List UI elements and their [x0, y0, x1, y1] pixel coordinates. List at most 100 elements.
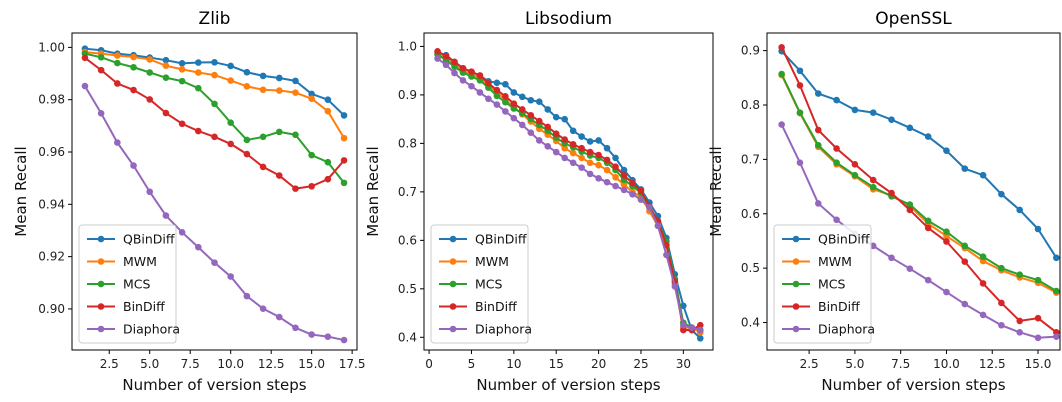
openssl-series-mcs-point [1053, 287, 1060, 295]
libsodium-series-qbindiff-point [680, 302, 687, 310]
zlib-series-diaphora-point [178, 229, 186, 236]
libsodium-series-mwm-point [620, 181, 628, 188]
zlib-series-mcs-point [162, 74, 170, 82]
zlib-xtick-label: 17.5 [339, 357, 366, 371]
libsodium-series-mcs-point [510, 105, 518, 112]
libsodium-series-diaphora-point [459, 77, 467, 84]
libsodium-legend-mwm-label: MWM [475, 254, 509, 269]
zlib-series-bindiff-point [130, 86, 137, 94]
zlib-series-mcs-point [275, 128, 283, 136]
zlib-series-qbindiff-point [292, 77, 299, 85]
zlib-series-diaphora-point [130, 162, 137, 169]
zlib-series-bindiff-point [195, 127, 202, 135]
zlib-series-qbindiff-point [227, 62, 234, 70]
openssl-xtick-label: 12.5 [979, 357, 1006, 371]
openssl-series-diaphora-point [979, 311, 987, 319]
zlib-series-bindiff-point [259, 163, 267, 171]
openssl-series-diaphora-point [1016, 329, 1024, 336]
zlib-legend-bindiff-label: BinDiff [123, 299, 165, 314]
openssl-legend-mwm-label: MWM [818, 254, 852, 269]
zlib-series-diaphora-point [211, 259, 218, 266]
libsodium-series-diaphora-point [586, 170, 594, 178]
zlib-series-mwm-point [243, 83, 251, 90]
openssl-series-mcs-point [979, 253, 987, 261]
libsodium-series-bindiff-point [459, 64, 467, 72]
libsodium-series-qbindiff-point [519, 93, 526, 101]
libsodium-series-qbindiff-point [595, 137, 602, 144]
libsodium-series-qbindiff-point [561, 115, 568, 123]
zlib-legend: QBinDiff MWM MCS BinDiff Diaphora [78, 224, 180, 344]
zlib-series-mwm-point [259, 86, 267, 94]
zlib-series-qbindiff-point [243, 68, 251, 76]
libsodium-series-bindiff-point [629, 179, 636, 187]
openssl-series-bindiff-point [979, 280, 987, 287]
zlib-xtick-label: 5.0 [140, 357, 159, 371]
zlib-series-qbindiff-point [195, 59, 202, 66]
openssl-xtick-label: 15.0 [1025, 357, 1052, 371]
libsodium-series-diaphora-point [552, 148, 560, 156]
openssl-series-qbindiff-point [906, 124, 914, 132]
libsodium-series-diaphora-point [663, 251, 670, 259]
libsodium-ytick-label: 0.6 [398, 233, 417, 247]
libsodium-legend-bindiff-marker [449, 303, 457, 310]
zlib-series-bindiff-point [308, 182, 315, 190]
openssl-series-mcs-point [1034, 276, 1042, 284]
openssl-legend: QBinDiff MWM MCS BinDiff Diaphora [773, 224, 875, 344]
zlib-series-mcs-point [114, 59, 121, 67]
libsodium-xtick-label: 30 [676, 357, 691, 371]
openssl-legend-mwm-marker [792, 258, 800, 265]
libsodium-series-diaphora-point [680, 321, 687, 329]
zlib-series-mwm-point [308, 95, 315, 102]
openssl-series-diaphora-point [1034, 334, 1042, 342]
libsodium-legend: QBinDiff MWM MCS BinDiff Diaphora [430, 224, 532, 344]
openssl-series-diaphora-line [780, 124, 1057, 339]
libsodium-series-diaphora-point [646, 204, 653, 211]
openssl-legend-qbindiff-marker [792, 235, 800, 243]
zlib-series-qbindiff-point [162, 56, 170, 64]
zlib-series-mcs-point [292, 131, 299, 139]
libsodium-series-bindiff-point [519, 106, 526, 113]
libsodium-series-diaphora-point [578, 164, 585, 171]
libsodium-series-qbindiff-point [569, 127, 577, 135]
openssl-series-qbindiff-point [943, 147, 950, 154]
openssl-series-mcs-point [778, 70, 785, 78]
zlib-legend-diaphora-label: Diaphora [123, 322, 180, 337]
libsodium-ytick-label: 0.8 [398, 136, 417, 150]
zlib-series-diaphora-point [308, 331, 315, 338]
libsodium-series-qbindiff-point [527, 96, 535, 104]
zlib-ytick-label: 0.92 [38, 250, 65, 264]
openssl-series-qbindiff-line [780, 50, 1058, 259]
libsodium-series-diaphora-point [603, 178, 611, 186]
libsodium-series-bindiff-point [620, 172, 628, 179]
openssl-xtick-label: 5.0 [845, 357, 864, 371]
libsodium-ylabel: Mean Recall [364, 146, 382, 236]
libsodium-series-bindiff-point [569, 141, 577, 148]
libsodium-xtick-label: 20 [591, 357, 606, 371]
libsodium-series-bindiff-point [502, 93, 509, 100]
zlib-series-mcs-point [178, 77, 186, 85]
openssl-legend-mcs-marker [792, 280, 800, 288]
libsodium-series-qbindiff-point [535, 98, 543, 105]
zlib-series-mwm-point [162, 62, 170, 69]
libsodium-series-qbindiff-point [586, 138, 594, 145]
zlib-series-mwm-point [195, 69, 202, 76]
libsodium-series-bindiff-point [468, 68, 475, 75]
libsodium-series-bindiff-point [586, 148, 594, 156]
libsodium-series-mwm-point [595, 161, 602, 169]
zlib-ytick-label: 0.96 [38, 145, 65, 159]
openssl-title: OpenSSL [875, 9, 952, 29]
libsodium-series-mcs-point [468, 73, 475, 80]
openssl-series-mcs-point [814, 141, 822, 149]
zlib-series-mwm-point [178, 66, 186, 73]
libsodium-series-bindiff-point [578, 144, 585, 152]
libsodium-series-bindiff-point [510, 100, 518, 107]
zlib-series-bindiff-point [114, 80, 121, 87]
libsodium-series-diaphora-point [493, 101, 501, 108]
zlib-series-mcs-point [130, 63, 137, 71]
openssl-series-qbindiff-point [961, 165, 969, 172]
libsodium-series-bindiff-point [476, 72, 484, 79]
libsodium-series-bindiff-point [696, 321, 704, 329]
libsodium-series-diaphora-point [442, 61, 450, 69]
libsodium-ytick-label: 0.9 [398, 88, 417, 102]
zlib-legend-box [78, 224, 177, 344]
